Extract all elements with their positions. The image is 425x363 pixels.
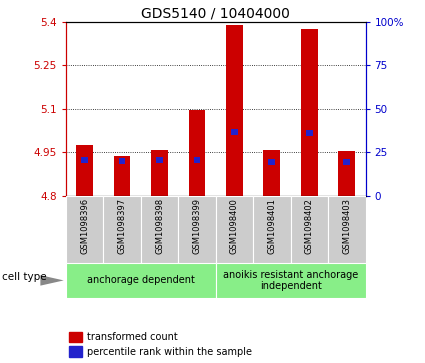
Text: transformed count: transformed count <box>87 332 178 342</box>
Bar <box>264 150 280 196</box>
Text: GSM1098399: GSM1098399 <box>193 198 201 254</box>
Bar <box>151 150 168 196</box>
Bar <box>66 263 215 298</box>
Bar <box>215 263 366 298</box>
Bar <box>301 29 318 196</box>
Bar <box>113 156 130 196</box>
Bar <box>69 332 82 342</box>
Text: GSM1098396: GSM1098396 <box>80 198 89 254</box>
Text: anchorage dependent: anchorage dependent <box>87 276 195 285</box>
Text: percentile rank within the sample: percentile rank within the sample <box>87 347 252 357</box>
Text: anoikis resistant anchorage
independent: anoikis resistant anchorage independent <box>223 270 358 291</box>
Bar <box>343 159 350 165</box>
Bar <box>306 130 313 136</box>
Bar <box>76 145 93 196</box>
Bar <box>103 196 141 263</box>
Bar <box>194 157 200 163</box>
Text: GSM1098403: GSM1098403 <box>342 198 351 254</box>
Title: GDS5140 / 10404000: GDS5140 / 10404000 <box>141 7 290 21</box>
Bar <box>119 158 125 164</box>
Bar <box>69 346 82 357</box>
Bar <box>215 196 253 263</box>
Bar <box>328 196 366 263</box>
Bar <box>178 196 215 263</box>
Bar <box>141 196 178 263</box>
Text: GSM1098397: GSM1098397 <box>118 198 127 254</box>
Bar <box>269 159 275 165</box>
Bar <box>338 151 355 196</box>
Bar <box>231 129 238 135</box>
Polygon shape <box>40 275 64 286</box>
Text: GSM1098400: GSM1098400 <box>230 198 239 254</box>
Bar <box>226 25 243 196</box>
Bar <box>66 196 103 263</box>
Text: cell type: cell type <box>2 272 47 282</box>
Text: GSM1098398: GSM1098398 <box>155 198 164 254</box>
Bar <box>156 157 163 163</box>
Text: GSM1098402: GSM1098402 <box>305 198 314 254</box>
Bar <box>81 157 88 163</box>
Bar <box>189 110 205 196</box>
Bar <box>291 196 328 263</box>
Bar <box>253 196 291 263</box>
Text: GSM1098401: GSM1098401 <box>267 198 276 254</box>
